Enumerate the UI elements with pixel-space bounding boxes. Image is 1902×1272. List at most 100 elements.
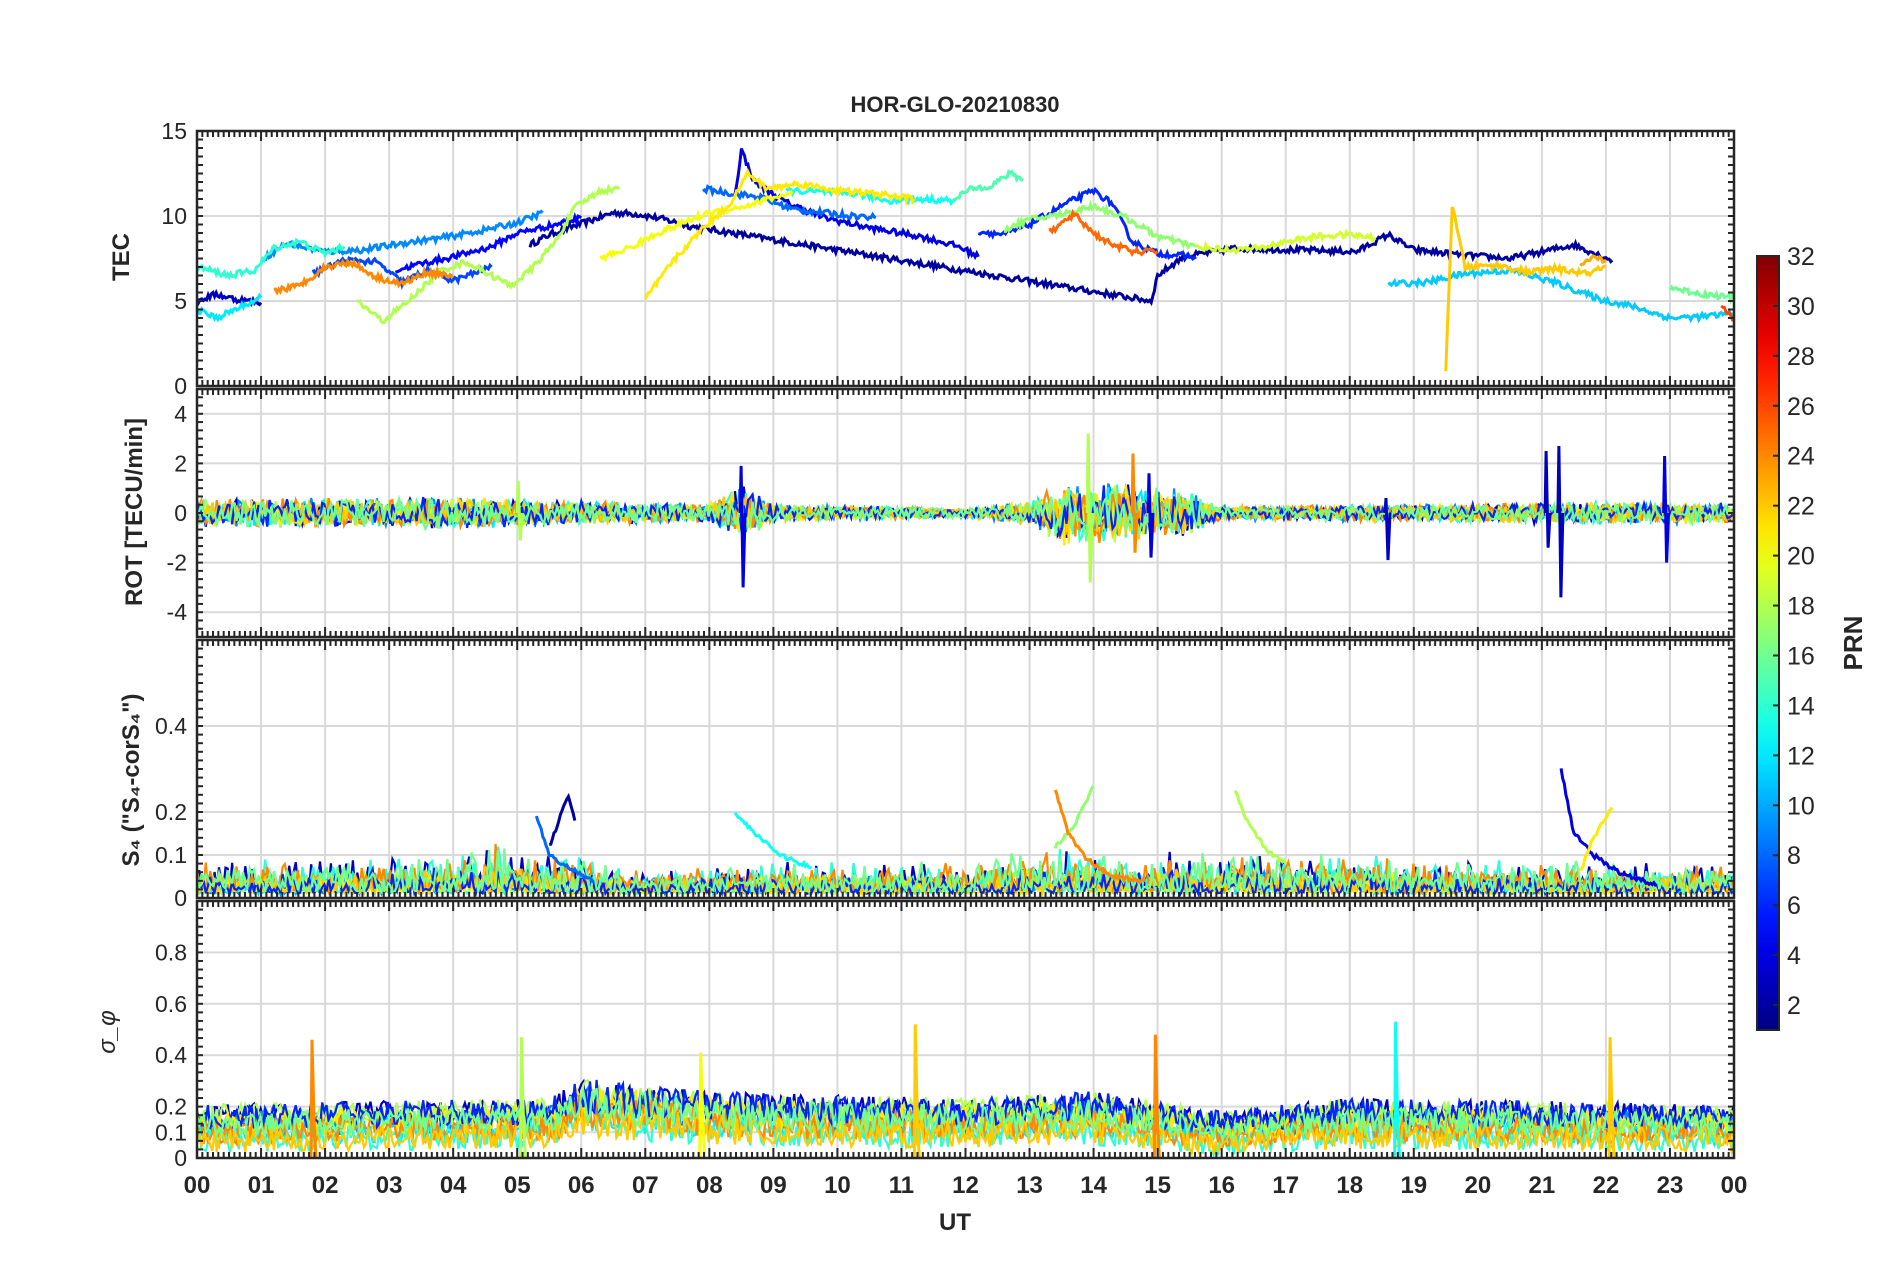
tec-ytick-label: 0 (174, 373, 187, 399)
x-tick-label: 11 (889, 1172, 914, 1199)
x-tick-label: 19 (1400, 1172, 1427, 1199)
tec-ytick-label: 5 (174, 288, 187, 314)
sigma_phi-plot (197, 1021, 1734, 1158)
colorbar-tick-label: 6 (1787, 892, 1801, 920)
colorbar-tick-label: 4 (1787, 942, 1801, 970)
tec-track-prn-17 (1003, 199, 1197, 250)
sigma_phi-spike-5 (1393, 1021, 1402, 1158)
colorbar-tick-label: 14 (1787, 692, 1815, 720)
sigma_phi-ytick-label: 0.2 (155, 1094, 187, 1120)
rot-ylabel: ROT [TECU/min] (121, 418, 148, 606)
colorbar-tick-label: 20 (1787, 543, 1815, 571)
x-tick-label: 01 (248, 1172, 275, 1199)
x-tick-label: 03 (376, 1172, 403, 1199)
s4-track-prn-13 (733, 811, 812, 870)
colorbar-label: PRN (1838, 616, 1868, 671)
x-tick-label: 22 (1593, 1172, 1620, 1199)
rot-ytick-label: 2 (174, 450, 187, 476)
tec-track-prn-15 (951, 168, 1024, 203)
rot-minor-ticks (196, 388, 1735, 638)
sigma-phi-ylabel: σ_φ (94, 1010, 121, 1053)
tec-track-prn-13 (785, 186, 954, 207)
colorbar-tick-label: 12 (1787, 742, 1815, 770)
colorbar-tick-label: 26 (1787, 393, 1815, 421)
rot-ytick-label: -4 (167, 599, 188, 625)
x-tick-label: 10 (824, 1172, 851, 1199)
tec-track-prn-16 (1668, 284, 1734, 305)
tec-track-prn-23 (1579, 254, 1607, 267)
s4-grid (196, 640, 1735, 899)
rot-series-prn-16 (197, 487, 1734, 542)
s4-track-prn-4 (1559, 768, 1658, 887)
tec-track-prn-20 (599, 189, 794, 263)
x-tick-label: 21 (1529, 1172, 1556, 1199)
x-tick-label: 16 (1208, 1172, 1235, 1199)
sigma_phi-spike-3 (912, 1024, 921, 1158)
colorbar-tick-label: 18 (1787, 593, 1815, 621)
tec-track-prn-24 (273, 257, 454, 296)
x-tick-labels: 00 01 02 03 04 05 06 07 08 09 10 11 12 13 14 15 16 17 18 19… (184, 1172, 1748, 1199)
x-tick-label: 18 (1336, 1172, 1363, 1199)
tec-track-prn-11 (1387, 265, 1734, 324)
sigma_phi-spike-6 (1607, 1037, 1616, 1158)
rot-spike-7 (1130, 453, 1139, 553)
rot-ytick-label: -2 (167, 550, 187, 576)
x-tick-label: 09 (760, 1172, 787, 1199)
tec-ylabel: TEC (108, 233, 135, 281)
s4-track-prn-21 (1579, 806, 1614, 872)
tec-track-prn-12 (197, 292, 263, 323)
colorbar-tick-label: 22 (1787, 493, 1815, 521)
x-tick-label: 14 (1080, 1172, 1107, 1199)
sigma_phi-spike-1 (518, 1037, 527, 1158)
sigma_phi-spike-0 (309, 1039, 318, 1158)
x-tick-label: 06 (568, 1172, 595, 1199)
tec-plot (197, 148, 1734, 372)
s4-ytick-label: 0.2 (155, 799, 187, 825)
s4-ytick-label: 0 (174, 885, 187, 911)
colorbar-gradient (1756, 255, 1780, 1031)
rot-spike-6 (1085, 433, 1094, 583)
s4-ylabel: S₄ ("S₄-corS₄") (118, 693, 145, 866)
sigma_phi-ytick-label: 0 (174, 1145, 187, 1171)
colorbar-tick-label: 16 (1787, 642, 1815, 670)
s4-minor-ticks (196, 639, 1735, 899)
colorbar-tick-label: 2 (1787, 992, 1801, 1020)
sigma_phi-series-prn-22 (197, 1101, 1734, 1158)
x-tick-label: 12 (952, 1172, 979, 1199)
tec-track-prn-6 (977, 186, 1197, 261)
sigma-phi-panel: 00.10.2 0.4 0.6 0.8 (155, 899, 1736, 1171)
tec-track-prn-21 (643, 168, 916, 300)
x-tick-label: 07 (632, 1172, 659, 1199)
x-tick-label: 17 (1272, 1172, 1299, 1199)
sigma_phi-spike-4 (1152, 1034, 1161, 1158)
tec-minor-ticks (196, 130, 1735, 387)
sigma_phi-minor-ticks (196, 900, 1735, 1159)
rot-spike-8 (515, 480, 524, 541)
rot-spike-5 (1662, 455, 1671, 563)
x-tick-label: 13 (1016, 1172, 1043, 1199)
sigma_phi-spike-2 (698, 1052, 707, 1158)
colorbar-tick-label: 8 (1787, 842, 1801, 870)
rot-spike-2 (1556, 445, 1565, 598)
tec-track-prn-18 (356, 183, 621, 325)
rot-ytick-label: 4 (174, 401, 187, 427)
x-tick-label: 02 (312, 1172, 339, 1199)
x-tick-label: 00 (1721, 1172, 1748, 1199)
tec-track-prn-14 (197, 237, 346, 281)
x-tick-label: 15 (1144, 1172, 1171, 1199)
sigma_phi-series-prn-16 (197, 1087, 1734, 1143)
s4-ytick-label: 0.4 (155, 713, 187, 739)
colorbar-tick-label: 30 (1787, 293, 1815, 321)
s4-panel: 0 0.1 0.2 0.4 (155, 638, 1736, 911)
x-tick-label: 05 (504, 1172, 531, 1199)
sigma_phi-series-prn-6 (197, 1079, 1734, 1134)
rot-spike-1 (1146, 473, 1155, 558)
s4-track-prn-17 (1053, 785, 1095, 849)
rot-plot (197, 433, 1734, 598)
rot-ytick-label: 0 (174, 500, 187, 526)
x-tick-label: 00 (184, 1172, 211, 1199)
x-tick-label: 23 (1657, 1172, 1684, 1199)
tec-track-prn-8 (702, 184, 877, 222)
